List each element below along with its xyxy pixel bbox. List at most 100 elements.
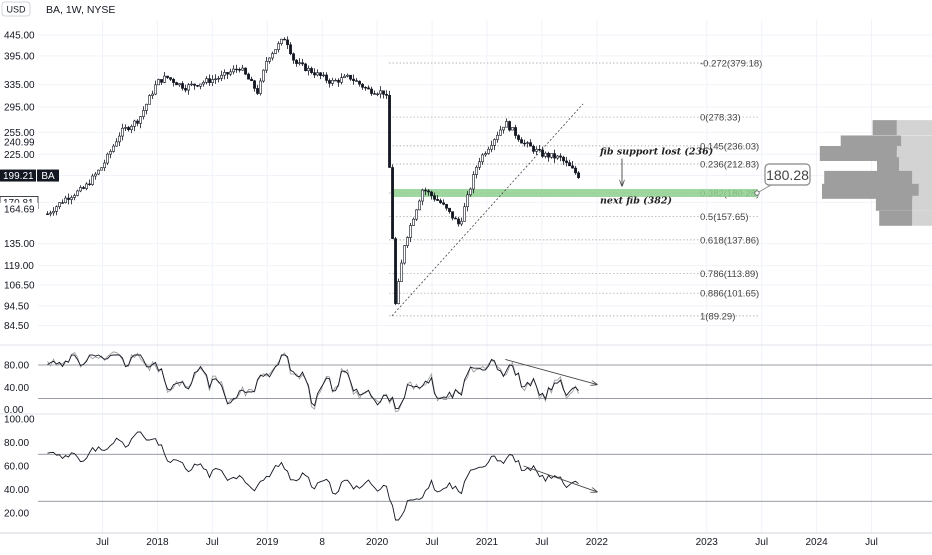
candle-body: [364, 86, 367, 89]
candle-body: [241, 67, 244, 71]
annotation-support-lost: fib support lost (236): [599, 147, 713, 158]
price-series: [46, 36, 584, 317]
candle-body: [409, 225, 412, 238]
y-tick-label: 395.00: [4, 51, 35, 62]
candle-body: [256, 88, 259, 94]
candle-body: [427, 190, 430, 193]
candle-body: [415, 209, 418, 220]
candle-body: [259, 80, 262, 94]
candle-body: [490, 145, 493, 150]
candle-body: [67, 197, 70, 200]
rsi-y-tick-label: 60.00: [4, 462, 29, 473]
candle-body: [265, 61, 268, 71]
candle-body: [502, 126, 505, 131]
candle-body: [550, 153, 553, 158]
candle-body: [199, 83, 202, 87]
candle-body: [103, 162, 106, 169]
candle-body: [373, 93, 376, 95]
volume-profile-bar: [879, 210, 913, 226]
candle-body: [247, 73, 250, 80]
price-label-box: [0, 202, 38, 215]
stochastic-pane: [38, 351, 932, 413]
candle-body: [322, 74, 325, 77]
candle-body: [79, 187, 82, 192]
x-tick-label: 2020: [366, 537, 389, 548]
candle-body: [520, 139, 523, 144]
candle-body: [250, 78, 253, 82]
candle-body: [283, 38, 286, 41]
candle-body: [82, 187, 85, 189]
candle-body: [94, 173, 97, 177]
candle-body: [271, 53, 274, 59]
candle-body: [367, 87, 370, 90]
candle-body: [304, 63, 307, 72]
candle-body: [400, 262, 403, 282]
fib-level-label: 0.5(157.65): [700, 212, 749, 223]
candle-body: [55, 206, 58, 212]
y-tick-label: 255.00: [4, 128, 35, 139]
candle-body: [451, 211, 454, 219]
candle-body: [565, 160, 568, 163]
candle-body: [442, 202, 445, 205]
candle-body: [133, 120, 136, 127]
candle-body: [391, 167, 394, 239]
candle-body: [517, 135, 520, 140]
candle-body: [349, 74, 352, 80]
symbol-title: BA, 1W, NYSE: [46, 4, 115, 16]
candle-body: [493, 139, 496, 146]
volume-profile-bar: [899, 157, 932, 173]
candle-body: [547, 152, 550, 158]
candle-body: [175, 82, 178, 86]
x-tick-label: 2018: [146, 537, 169, 548]
y-tick-label: 106.50: [4, 281, 35, 292]
candle-body: [481, 154, 484, 163]
candle-body: [157, 79, 160, 86]
currency-badge[interactable]: [1, 1, 31, 17]
candle-body: [49, 212, 52, 215]
x-tick-label: 2022: [586, 537, 609, 548]
candle-body: [181, 83, 184, 89]
volume-profile-bar: [822, 183, 919, 199]
candle-body: [58, 202, 61, 208]
candle-body: [163, 75, 166, 83]
candle-body: [385, 94, 388, 96]
annotation-next-fib: next fib (382): [600, 195, 672, 206]
candle-body: [418, 200, 421, 211]
candle-body: [274, 49, 277, 54]
candle-body: [73, 195, 76, 198]
volume-profile-bar: [896, 120, 932, 136]
candle-body: [577, 172, 580, 178]
rsi-trend-arrow: [523, 465, 597, 492]
fib-retracement[interactable]: -0.272(379.18) 0(278.33) 0.145(236.03) 0.23…: [389, 58, 762, 322]
candle-body: [484, 153, 487, 156]
candle-body: [91, 175, 94, 185]
candle-body: [211, 79, 214, 83]
candle-body: [421, 189, 424, 202]
candle-body: [292, 53, 295, 61]
candle-body: [262, 69, 265, 82]
candle-body: [463, 206, 466, 222]
candle-body: [574, 167, 577, 174]
candle-body: [160, 79, 163, 83]
candle-body: [139, 116, 142, 124]
x-tick-label: Jul: [426, 537, 439, 548]
candle-body: [340, 77, 343, 83]
candle-body: [238, 69, 241, 71]
candle-body: [508, 121, 511, 131]
candle-body: [142, 110, 145, 117]
volume-profile-bar: [912, 195, 932, 211]
candle-body: [388, 95, 391, 168]
y-tick-label: 225.00: [4, 150, 35, 161]
candle-body: [235, 68, 238, 71]
fib-level-label: 1(89.29): [700, 311, 735, 322]
x-tick-label: Jul: [536, 537, 549, 548]
candle-body: [376, 93, 379, 96]
candle-body: [499, 129, 502, 136]
stoch-y-tick-label: 40.00: [4, 383, 29, 394]
candle-body: [358, 80, 361, 85]
callout-anchor: [754, 190, 760, 196]
candle-body: [469, 188, 472, 196]
candle-body: [511, 127, 514, 131]
candle-body: [193, 83, 196, 86]
